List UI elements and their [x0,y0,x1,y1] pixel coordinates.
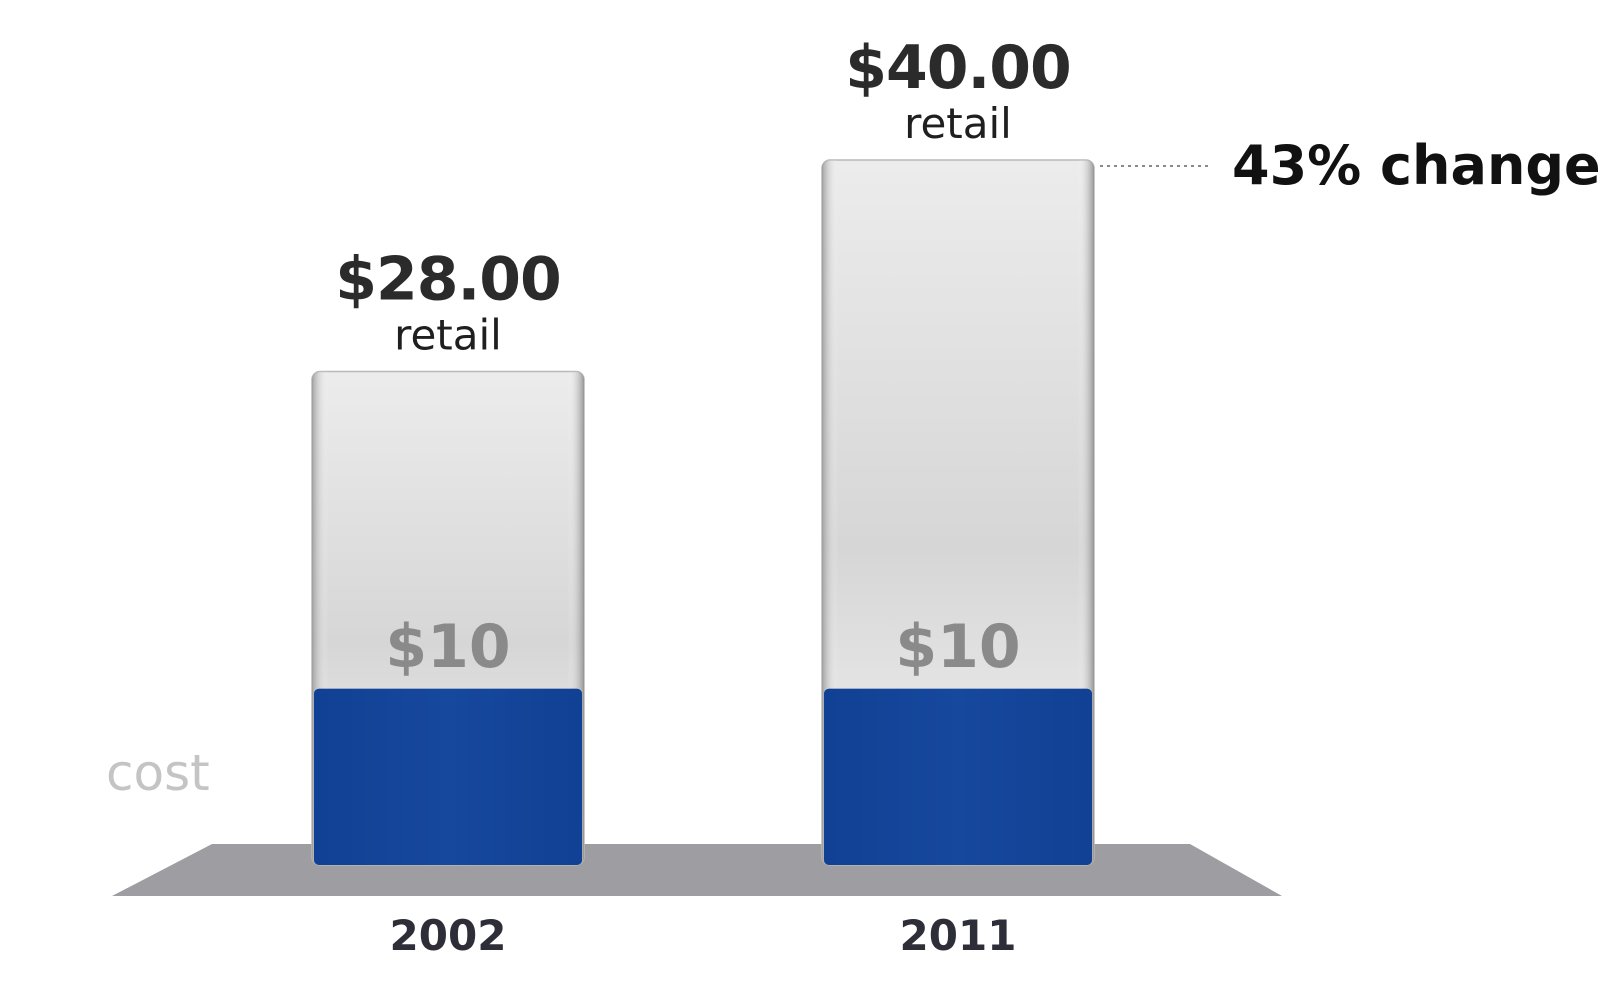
cost-value-label-2002: $10 [385,612,510,682]
cost-legend-label: cost [106,744,210,802]
retail-price-label-2002: $28.00 [335,245,561,315]
chart-floor [112,844,1282,896]
x-tick-label-2011: 2011 [900,911,1017,960]
cost-value-label-2011: $10 [895,612,1020,682]
cost-bar-shade-2011 [824,688,1092,865]
retail-word-label-2002: retail [394,311,502,360]
x-tick-label-2002: 2002 [390,911,507,960]
retail-word-label-2011: retail [904,99,1012,148]
retail-price-label-2011: $40.00 [845,33,1071,103]
change-annotation: 43% change [1232,134,1601,197]
cost-bar-shade-2002 [314,688,582,865]
